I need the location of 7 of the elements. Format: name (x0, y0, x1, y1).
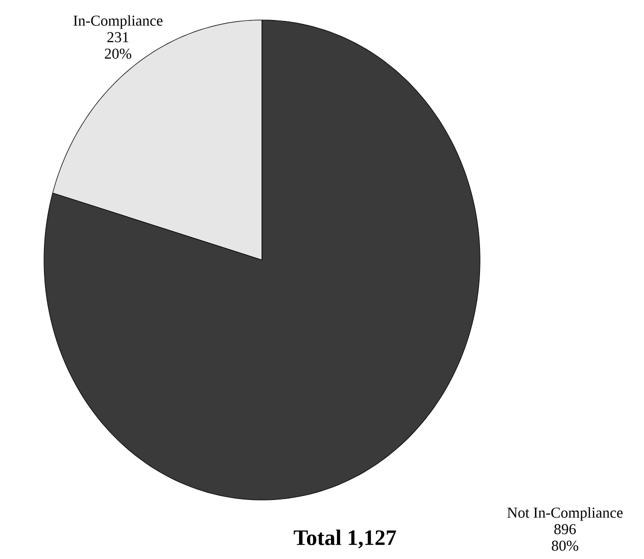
data-label: 231 (107, 32, 128, 42)
slice-label: Not In-Compliance (507, 507, 623, 521)
text: 80% (552, 540, 578, 551)
data-label: 896 (554, 524, 576, 534)
slice-label: In-Compliance (74, 15, 162, 29)
text: 20% (104, 48, 132, 59)
text: Total 1,127 (294, 530, 396, 548)
